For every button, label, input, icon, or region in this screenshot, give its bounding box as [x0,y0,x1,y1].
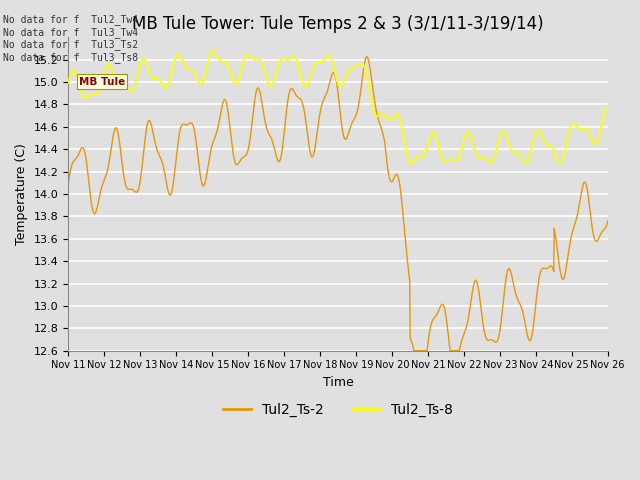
Legend: Tul2_Ts-2, Tul2_Ts-8: Tul2_Ts-2, Tul2_Ts-8 [218,397,458,422]
Text: No data for f  Tul2_Tw4
No data for f  Tul3_Tw4
No data for f  Tul3_Ts2
No data : No data for f Tul2_Tw4 No data for f Tul… [3,14,138,63]
X-axis label: Time: Time [323,376,353,389]
Text: MB Tule: MB Tule [79,76,125,86]
Y-axis label: Temperature (C): Temperature (C) [15,143,28,245]
Title: MB Tule Tower: Tule Temps 2 & 3 (3/1/11-3/19/14): MB Tule Tower: Tule Temps 2 & 3 (3/1/11-… [132,15,544,33]
